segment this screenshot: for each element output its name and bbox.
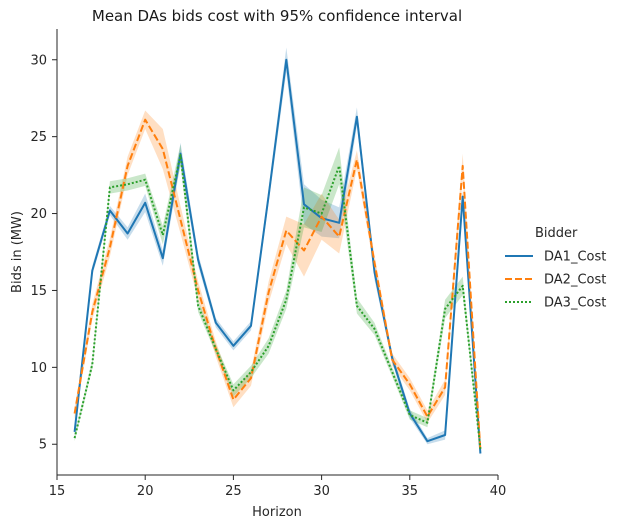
x-tick-label: 40: [490, 484, 507, 499]
confidence-band-da2-cost: [74, 110, 481, 454]
y-tick-label: 25: [30, 130, 47, 145]
y-axis-label: Bids in (MW): [10, 211, 25, 293]
x-tick-label: 20: [137, 484, 154, 499]
x-tick-label: 25: [225, 484, 242, 499]
series-line-da3-cost: [73, 154, 482, 450]
legend-label: DA2_Cost: [544, 273, 606, 288]
y-tick-label: 30: [30, 53, 47, 68]
y-tick-label: 10: [30, 361, 47, 376]
x-tick-label: 15: [49, 484, 66, 499]
x-axis-ticks: 15 20 25 30 35 40: [49, 475, 507, 499]
legend-title: Bidder: [535, 226, 578, 241]
series-line-da1-cost: [73, 58, 482, 454]
series-line-da2-cost: [73, 118, 482, 451]
y-tick-label: 5: [39, 438, 47, 453]
y-tick-label: 20: [30, 207, 47, 222]
legend-label: DA1_Cost: [544, 250, 606, 265]
x-tick-label: 35: [402, 484, 419, 499]
y-tick-label: 15: [30, 284, 47, 299]
x-tick-label: 30: [313, 484, 330, 499]
legend: Bidder DA1_Cost DA2_Cost DA3_Cost: [505, 226, 606, 311]
x-axis-label: Horizon: [252, 505, 302, 520]
y-axis-ticks: 5 10 15 20 25 30: [30, 53, 57, 453]
plot-area: [73, 47, 482, 457]
legend-label: DA3_Cost: [544, 296, 606, 311]
chart-title: Mean DAs bids cost with 95% confidence i…: [92, 7, 462, 25]
